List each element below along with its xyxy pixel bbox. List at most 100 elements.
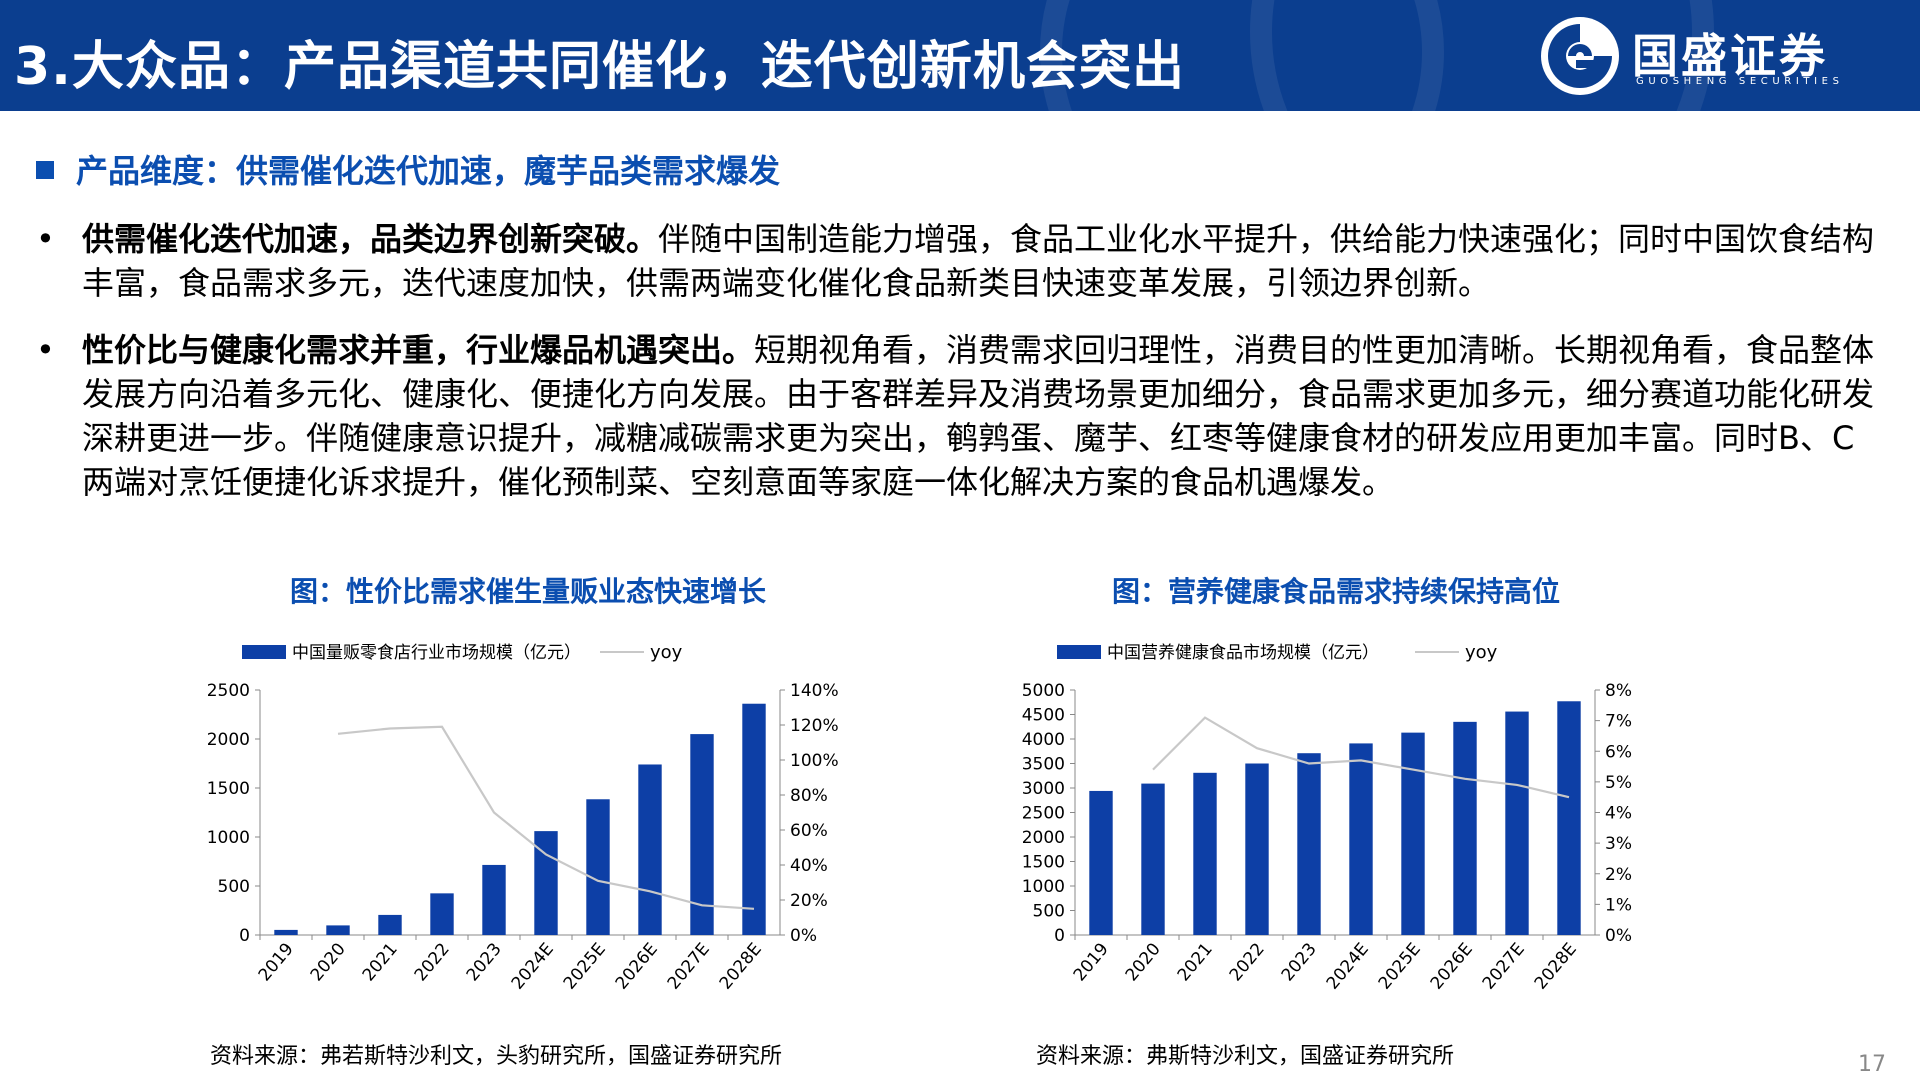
bar — [1453, 721, 1477, 935]
y2-tick-label: 80% — [790, 786, 828, 806]
y2-tick-label: 5% — [1605, 773, 1632, 793]
bullet-bold: 供需催化迭代加速，品类边界创新突破。 — [82, 220, 659, 258]
legend-line-label: yoy — [1465, 642, 1498, 663]
y2-tick-label: 4% — [1605, 804, 1632, 824]
bar — [586, 799, 610, 935]
y-tick-label: 0 — [1054, 926, 1065, 946]
bullet-dot-icon: • — [36, 331, 55, 369]
company-logo: 国盛证券 GUOSHENG SECURITIES — [1538, 14, 1858, 98]
bullet-text: 性价比与健康化需求并重，行业爆品机遇突出。短期视角看，消费需求回归理性，消费目的… — [82, 328, 1886, 504]
x-tick-label: 2024E — [508, 939, 558, 993]
header-banner: 3.大众品：产品渠道共同催化，迭代创新机会突出 国盛证券 GUOSHENG SE… — [0, 0, 1920, 111]
y-tick-label: 4000 — [1022, 730, 1065, 750]
y-tick-label: 1500 — [1022, 853, 1065, 873]
bar — [378, 914, 402, 935]
bar — [742, 703, 766, 935]
bar — [326, 925, 350, 935]
y2-tick-label: 7% — [1605, 712, 1632, 732]
x-tick-label: 2026E — [1427, 939, 1477, 993]
page-title: 3.大众品：产品渠道共同催化，迭代创新机会突出 — [14, 24, 1185, 99]
yoy-series-line — [1152, 716, 1570, 799]
bullet-body: 短期视角看，消费需求回归理性，消费目的性更加清晰。长期视角看，食品整体发展方向沿… — [82, 331, 1875, 501]
y2-tick-label: 0% — [1605, 926, 1632, 946]
y-tick-label: 500 — [218, 877, 250, 897]
bar — [1401, 732, 1425, 935]
legend-bar-swatch — [242, 645, 286, 659]
x-tick-label: 2019 — [255, 939, 298, 985]
logo-mark-icon — [1541, 17, 1619, 95]
page-number: 17 — [1858, 1052, 1886, 1077]
decor-ring — [1250, 0, 1714, 111]
y-tick-label: 1500 — [207, 779, 250, 799]
y-tick-label: 500 — [1033, 902, 1065, 922]
bar — [1193, 772, 1217, 935]
y2-tick-label: 2% — [1605, 865, 1632, 885]
x-tick-label: 2025E — [560, 939, 610, 993]
y2-tick-label: 100% — [790, 751, 839, 771]
title-number: 3. — [14, 37, 72, 97]
x-tick-label: 2022 — [1226, 939, 1269, 985]
source-left: 资料来源：弗若斯特沙利文，头豹研究所，国盛证券研究所 — [210, 1044, 783, 1069]
logo-name: 国盛证券 — [1632, 29, 1828, 83]
legend-line-label: yoy — [650, 642, 683, 663]
chart-snack-store-market: 中国量贩零食店行业市场规模（亿元） yoy 0 500 1000 1500 2000 2500… — [207, 642, 839, 994]
bar — [430, 893, 454, 935]
section-heading: 产品维度：供需催化迭代加速，魔芋品类需求爆发 — [36, 146, 780, 192]
x-tick-label: 2021 — [359, 939, 402, 985]
y-tick-label: 1000 — [1022, 877, 1065, 897]
x-tick-label: 2026E — [612, 939, 662, 993]
x-tick-label: 2021 — [1174, 939, 1217, 985]
y2-tick-label: 60% — [790, 821, 828, 841]
x-tick-label: 2023 — [463, 939, 506, 985]
y-tick-label: 2000 — [207, 730, 250, 750]
y2-tick-label: 40% — [790, 856, 828, 876]
x-tick-label: 2022 — [411, 939, 454, 985]
y-tick-label: 1000 — [207, 828, 250, 848]
x-tick-label: 2027E — [1479, 939, 1529, 993]
chart-title-right: 图：营养健康食品需求持续保持高位 — [1112, 575, 1561, 608]
y-tick-label: 2500 — [207, 681, 250, 701]
y-tick-label: 2000 — [1022, 828, 1065, 848]
y-tick-label: 5000 — [1022, 681, 1065, 701]
bullet-bold: 性价比与健康化需求并重，行业爆品机遇突出。 — [82, 331, 755, 369]
chart-health-food-market: 中国营养健康食品市场规模（亿元） yoy 0 500 1000 1500 2000 2500 3… — [1022, 642, 1632, 994]
x-tick-label: 2024E — [1323, 939, 1373, 993]
x-tick-label: 2023 — [1278, 939, 1321, 985]
bullet-dot-icon: • — [36, 220, 55, 258]
bar — [482, 864, 506, 935]
x-tick-label: 2027E — [664, 939, 714, 993]
bullet-body: 伴随中国制造能力增强，食品工业化水平提升，供给能力快速强化；同时中国饮食结构丰富… — [82, 220, 1875, 302]
bar — [690, 734, 714, 935]
x-tick-label: 2020 — [307, 939, 350, 985]
bar — [274, 929, 298, 935]
y-tick-label: 3000 — [1022, 779, 1065, 799]
x-tick-label: 2019 — [1070, 939, 1113, 985]
section-heading-text: 产品维度：供需催化迭代加速，魔芋品类需求爆发 — [76, 152, 781, 190]
legend-bar-swatch — [1057, 645, 1101, 659]
bullet-text: 供需催化迭代加速，品类边界创新突破。伴随中国制造能力增强，食品工业化水平提升，供… — [82, 217, 1886, 305]
bar — [1089, 790, 1113, 935]
bar — [1297, 753, 1321, 935]
y2-tick-label: 3% — [1605, 834, 1632, 854]
legend-bar-label: 中国营养健康食品市场规模（亿元） — [1107, 643, 1379, 663]
y-tick-label: 0 — [239, 926, 250, 946]
yoy-series-line — [337, 725, 755, 910]
y2-tick-label: 20% — [790, 891, 828, 911]
bar — [1557, 701, 1581, 935]
x-tick-label: 2028E — [1531, 939, 1581, 993]
title-text: 大众品：产品渠道共同催化，迭代创新机会突出 — [71, 37, 1185, 97]
bar — [638, 764, 662, 935]
y2-tick-label: 6% — [1605, 742, 1632, 762]
bullet-item: • 性价比与健康化需求并重，行业爆品机遇突出。短期视角看，消费需求回归理性，消费… — [36, 328, 1886, 504]
source-right: 资料来源：弗斯特沙利文，国盛证券研究所 — [1036, 1044, 1455, 1069]
x-tick-label: 2020 — [1122, 939, 1165, 985]
chart-title-left: 图：性价比需求催生量贩业态快速增长 — [290, 575, 767, 608]
y2-tick-label: 0% — [790, 926, 817, 946]
bar — [1141, 783, 1165, 935]
y2-tick-label: 120% — [790, 716, 839, 736]
y2-tick-label: 8% — [1605, 681, 1632, 701]
logo-subtitle: GUOSHENG SECURITIES — [1636, 76, 1844, 87]
y-tick-label: 4500 — [1022, 706, 1065, 726]
x-tick-label: 2028E — [716, 939, 766, 993]
x-tick-label: 2025E — [1375, 939, 1425, 993]
